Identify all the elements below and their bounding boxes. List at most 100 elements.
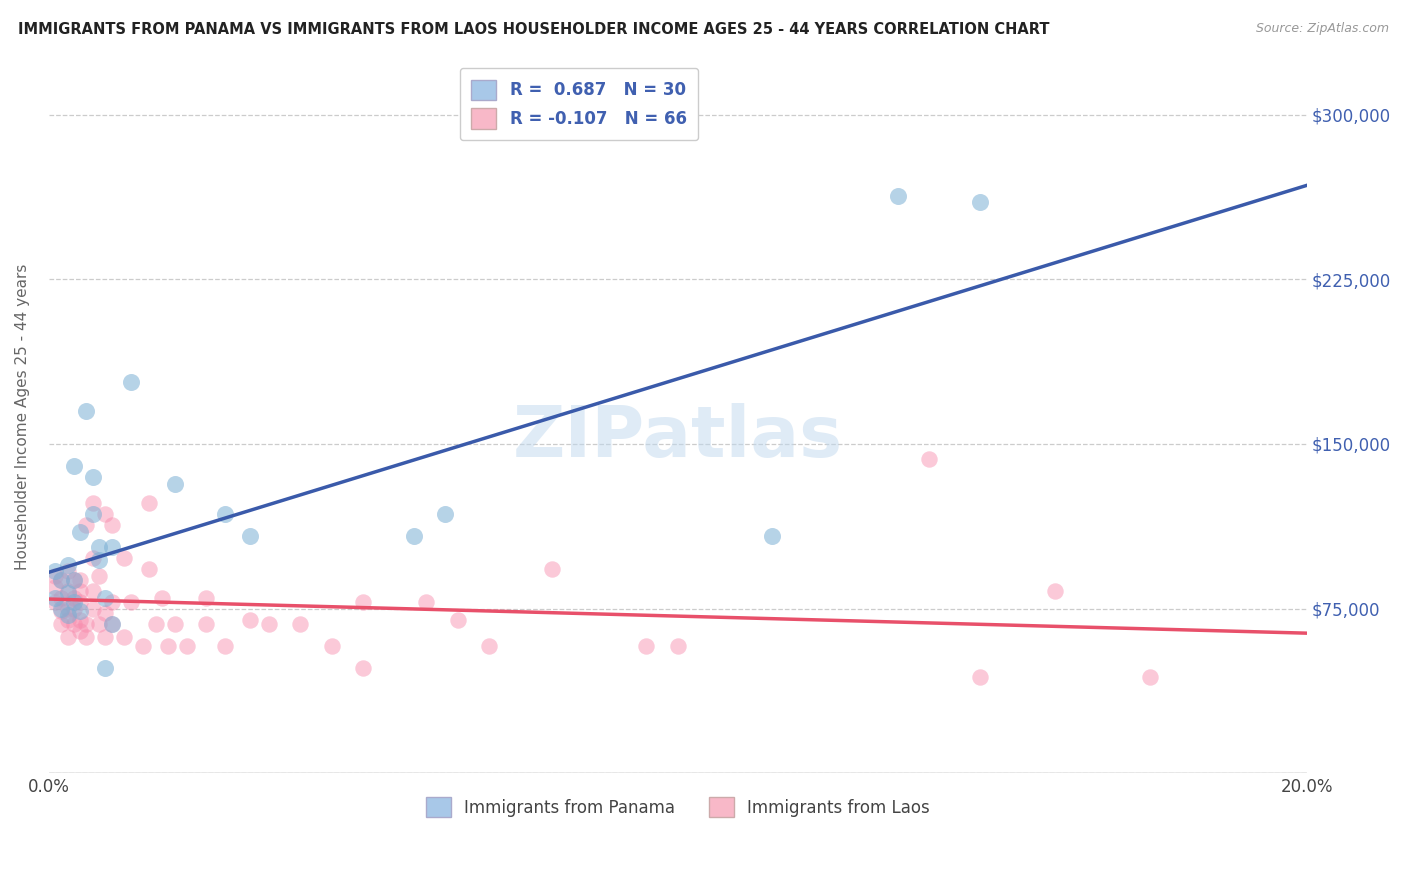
Point <box>69 584 91 599</box>
Point <box>69 624 91 638</box>
Legend: Immigrants from Panama, Immigrants from Laos: Immigrants from Panama, Immigrants from … <box>418 789 938 826</box>
Point <box>239 529 262 543</box>
Point <box>214 508 236 522</box>
Point <box>69 595 91 609</box>
Point <box>94 661 117 675</box>
Point <box>82 496 104 510</box>
Point <box>636 639 658 653</box>
Point <box>1045 584 1067 599</box>
Point <box>100 540 122 554</box>
Point <box>69 573 91 587</box>
Point <box>63 595 86 609</box>
Point <box>51 573 73 587</box>
Point <box>82 601 104 615</box>
Point <box>163 617 186 632</box>
Point <box>446 613 468 627</box>
Point <box>51 617 73 632</box>
Point <box>63 458 86 473</box>
Point <box>82 584 104 599</box>
Point <box>157 639 180 653</box>
Point <box>214 639 236 653</box>
Point <box>969 195 991 210</box>
Point <box>44 580 66 594</box>
Point <box>163 476 186 491</box>
Point <box>112 630 135 644</box>
Text: ZIPatlas: ZIPatlas <box>513 403 842 473</box>
Point <box>402 529 425 543</box>
Point <box>69 604 91 618</box>
Point <box>112 551 135 566</box>
Point <box>87 540 110 554</box>
Point <box>56 586 79 600</box>
Point <box>76 404 98 418</box>
Point <box>44 595 66 609</box>
Point <box>120 595 142 609</box>
Point <box>56 584 79 599</box>
Point <box>434 508 457 522</box>
Point <box>63 617 86 632</box>
Point <box>44 565 66 579</box>
Point <box>150 591 173 605</box>
Point <box>176 639 198 653</box>
Point <box>352 595 374 609</box>
Point <box>82 551 104 566</box>
Point <box>138 562 160 576</box>
Point <box>56 601 79 615</box>
Point <box>541 562 564 576</box>
Point <box>87 568 110 582</box>
Point <box>352 661 374 675</box>
Point <box>82 470 104 484</box>
Point <box>56 565 79 579</box>
Point <box>51 591 73 605</box>
Point <box>1139 670 1161 684</box>
Point <box>94 606 117 620</box>
Point <box>76 518 98 533</box>
Point <box>87 553 110 567</box>
Point <box>51 604 73 618</box>
Text: Source: ZipAtlas.com: Source: ZipAtlas.com <box>1256 22 1389 36</box>
Point <box>195 617 218 632</box>
Point <box>666 639 689 653</box>
Point <box>51 601 73 615</box>
Point <box>63 601 86 615</box>
Point <box>969 670 991 684</box>
Point <box>145 617 167 632</box>
Point <box>94 630 117 644</box>
Point <box>239 613 262 627</box>
Point <box>100 595 122 609</box>
Point <box>120 376 142 390</box>
Point <box>138 496 160 510</box>
Point <box>76 630 98 644</box>
Point <box>100 617 122 632</box>
Point <box>918 452 941 467</box>
Point <box>415 595 437 609</box>
Point <box>87 617 110 632</box>
Point <box>63 591 86 605</box>
Point <box>51 573 73 587</box>
Text: IMMIGRANTS FROM PANAMA VS IMMIGRANTS FROM LAOS HOUSEHOLDER INCOME AGES 25 - 44 Y: IMMIGRANTS FROM PANAMA VS IMMIGRANTS FRO… <box>18 22 1050 37</box>
Point <box>56 613 79 627</box>
Point <box>44 591 66 605</box>
Point <box>132 639 155 653</box>
Point <box>63 573 86 587</box>
Point <box>321 639 343 653</box>
Point <box>257 617 280 632</box>
Point <box>761 529 783 543</box>
Point <box>56 630 79 644</box>
Point <box>195 591 218 605</box>
Point <box>69 613 91 627</box>
Point <box>290 617 312 632</box>
Point <box>82 508 104 522</box>
Point <box>887 188 910 202</box>
Point <box>478 639 501 653</box>
Point <box>76 617 98 632</box>
Y-axis label: Householder Income Ages 25 - 44 years: Householder Income Ages 25 - 44 years <box>15 263 30 570</box>
Point <box>56 608 79 623</box>
Point <box>100 617 122 632</box>
Point <box>44 568 66 582</box>
Point <box>100 518 122 533</box>
Point <box>63 573 86 587</box>
Point <box>69 524 91 539</box>
Point <box>94 591 117 605</box>
Point <box>94 508 117 522</box>
